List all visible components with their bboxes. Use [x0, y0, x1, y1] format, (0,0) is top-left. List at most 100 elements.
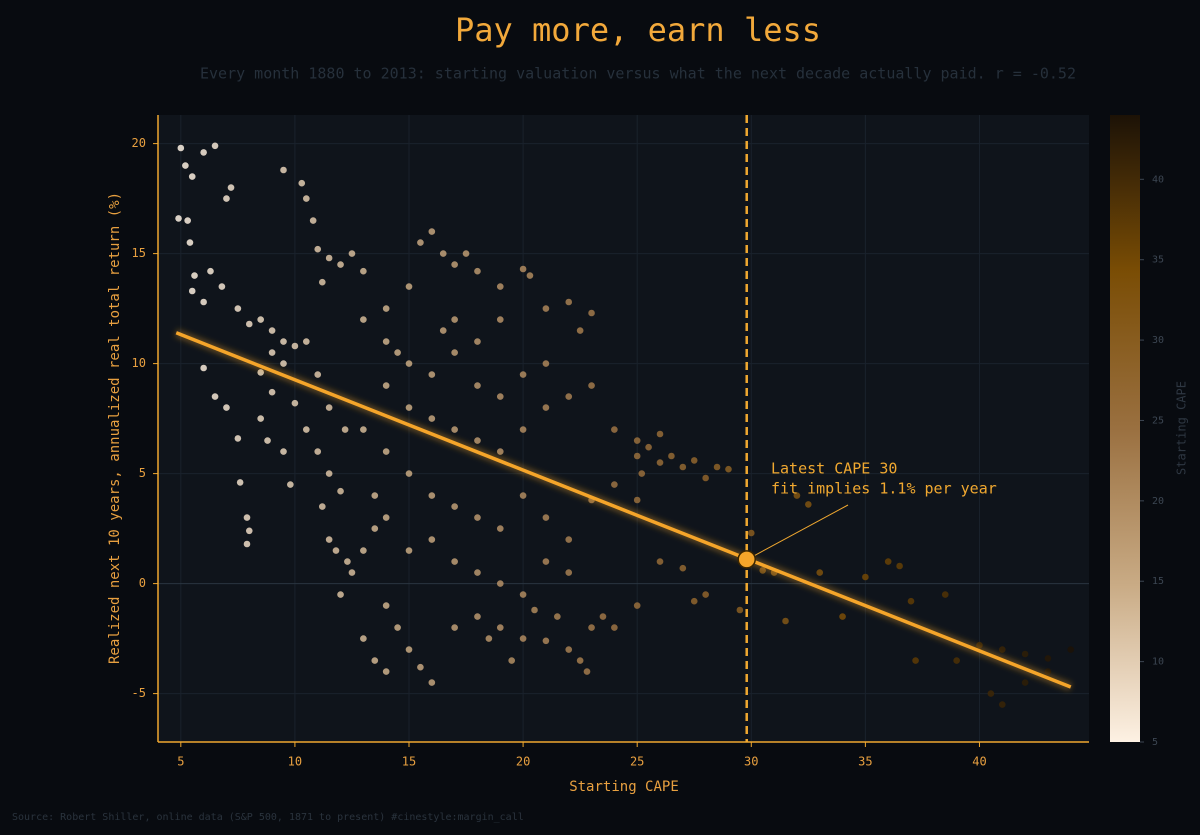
point: [782, 617, 789, 625]
point: [291, 342, 299, 350]
x-tick-label: 35: [858, 755, 872, 769]
point: [211, 393, 219, 400]
point: [725, 465, 732, 473]
point: [439, 327, 447, 334]
point: [337, 487, 344, 495]
point: [496, 525, 504, 532]
point: [565, 536, 573, 543]
point: [690, 597, 698, 605]
point: [182, 162, 189, 169]
point: [291, 399, 299, 407]
point: [303, 338, 310, 345]
annotation-text: fit implies 1.1% per year: [771, 480, 997, 498]
point: [907, 597, 915, 605]
point: [588, 382, 595, 389]
point: [428, 679, 436, 686]
y-axis-label: Realized next 10 years, annualized real …: [107, 192, 123, 664]
point: [341, 426, 349, 433]
point: [496, 393, 504, 400]
point: [747, 529, 755, 537]
point: [1021, 650, 1029, 658]
point: [439, 250, 447, 257]
fit-line: [175, 331, 1072, 689]
point: [325, 254, 333, 262]
point: [234, 305, 242, 312]
point: [200, 149, 207, 156]
point: [656, 459, 664, 466]
point: [280, 448, 287, 455]
point: [862, 573, 869, 581]
y-tick-label: -5: [132, 686, 146, 700]
point: [360, 635, 367, 642]
point: [280, 166, 287, 174]
point: [280, 360, 287, 367]
point: [953, 657, 960, 664]
x-axis-label: Starting CAPE: [569, 779, 679, 795]
x-tick-label: 40: [972, 755, 986, 769]
point: [633, 602, 641, 609]
point: [884, 558, 892, 565]
point: [496, 448, 504, 455]
point: [360, 547, 367, 554]
plot-area: [158, 115, 1089, 742]
point: [405, 646, 413, 653]
point: [839, 613, 846, 620]
point: [736, 606, 744, 614]
x-tick-label: 25: [630, 755, 644, 769]
point: [264, 437, 271, 444]
point: [191, 272, 198, 279]
point: [542, 558, 550, 565]
point: [565, 393, 573, 400]
point: [611, 481, 618, 488]
point: [348, 569, 356, 576]
point: [303, 195, 310, 202]
colorbar-tick-label: 35: [1152, 255, 1164, 266]
point: [588, 624, 595, 631]
point: [645, 443, 652, 451]
x-tick-label: 20: [516, 755, 530, 769]
point: [257, 415, 264, 422]
x-tick-label: 5: [177, 755, 184, 769]
point: [474, 267, 481, 275]
point: [417, 239, 424, 246]
point: [451, 558, 458, 565]
y-tick-label: 15: [132, 246, 146, 260]
colorbar-tick-label: 40: [1152, 174, 1164, 185]
point: [496, 624, 504, 631]
point: [519, 492, 527, 499]
point: [1044, 655, 1052, 662]
point: [184, 217, 191, 224]
point: [223, 404, 230, 411]
point: [542, 637, 550, 645]
point: [633, 437, 641, 444]
point: [998, 701, 1006, 708]
annotation-arrow: [754, 504, 849, 556]
y-tick-label: 0: [139, 576, 146, 590]
point: [583, 668, 591, 675]
point: [542, 514, 550, 521]
point: [382, 305, 390, 312]
point: [245, 320, 253, 328]
point: [405, 360, 413, 367]
point: [218, 283, 226, 290]
point: [325, 536, 333, 543]
point: [611, 624, 618, 631]
colorbar-label: Starting CAPE: [1175, 381, 1189, 475]
point: [188, 287, 196, 295]
point: [371, 525, 379, 532]
point: [542, 360, 550, 367]
y-tick-label: 20: [132, 136, 146, 150]
point: [314, 245, 322, 253]
point: [243, 514, 251, 521]
point: [679, 463, 687, 471]
point: [405, 283, 413, 290]
x-tick-label: 30: [744, 755, 758, 769]
point: [496, 283, 504, 290]
point: [188, 173, 196, 180]
point: [303, 426, 310, 433]
point: [360, 426, 367, 433]
point: [394, 349, 401, 356]
point: [638, 470, 646, 477]
point: [325, 404, 333, 411]
point: [382, 382, 390, 389]
